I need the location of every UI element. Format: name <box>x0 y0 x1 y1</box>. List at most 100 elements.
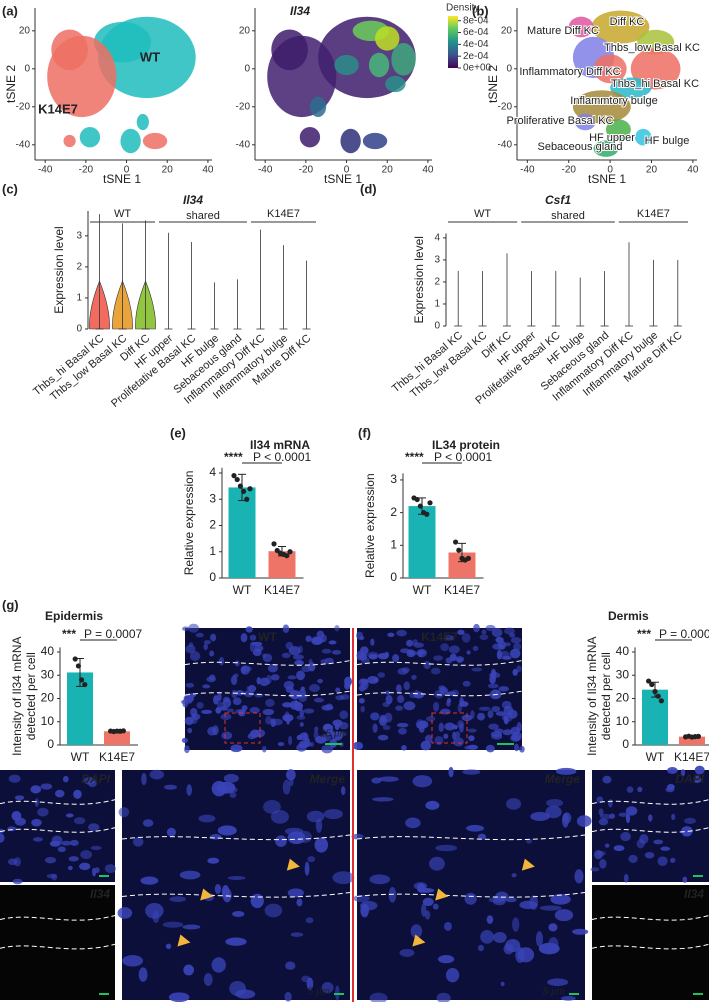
nucleus <box>446 698 452 703</box>
nucleus <box>305 917 314 924</box>
nucleus <box>209 650 215 657</box>
nucleus <box>620 831 631 842</box>
significance: **** <box>405 450 424 464</box>
chart-title-text: Dermis <box>608 609 649 623</box>
data-point <box>655 693 661 699</box>
tissue-boundary <box>184 690 351 697</box>
tissue-boundary <box>121 892 351 898</box>
data-point <box>414 496 420 503</box>
bar <box>679 736 705 745</box>
chart-title: Dermis <box>608 609 649 623</box>
nucleus <box>314 726 319 732</box>
nucleus <box>282 779 291 795</box>
nucleus <box>356 631 364 640</box>
p-value: P = 0.0003 <box>659 627 709 641</box>
nucleus <box>304 861 310 876</box>
nucleus <box>223 786 238 794</box>
data-point <box>695 733 702 739</box>
y-tick-label: 20 <box>41 691 55 705</box>
nucleus <box>377 672 386 678</box>
tissue-boundary <box>0 915 116 921</box>
nucleus <box>545 805 562 819</box>
nucleus <box>596 796 604 804</box>
cell-cluster <box>271 29 308 71</box>
tissue-boundary <box>0 943 116 950</box>
nucleus <box>321 744 333 754</box>
nucleus <box>432 903 439 910</box>
y-tick-label: 1 <box>434 299 440 310</box>
y-tick-label: -40 <box>16 139 31 150</box>
micrograph <box>122 770 350 1000</box>
nucleus <box>282 624 290 633</box>
nucleus <box>510 726 521 735</box>
nucleus <box>395 705 404 711</box>
tissue-boundary <box>591 827 709 833</box>
cell-cluster <box>51 29 88 71</box>
data-point <box>120 728 126 734</box>
nucleus <box>396 722 409 728</box>
nucleus <box>166 827 176 837</box>
nucleus <box>599 813 612 820</box>
nucleus <box>385 694 393 705</box>
data-point <box>79 677 85 683</box>
nucleus <box>443 635 455 641</box>
data-point <box>424 511 430 517</box>
nucleus <box>505 938 521 953</box>
inset-label: Merge <box>310 772 346 786</box>
group-label: K14E7 <box>637 208 670 220</box>
nucleus <box>233 673 239 678</box>
nucleus <box>138 967 148 982</box>
nucleus <box>282 702 293 708</box>
nucleus <box>306 810 325 823</box>
nucleus <box>476 712 486 721</box>
nucleus <box>490 670 497 679</box>
nucleus <box>13 857 21 867</box>
nucleus <box>548 937 559 951</box>
nucleus <box>369 992 388 1002</box>
x-tick-label: 0 <box>607 165 613 176</box>
nucleus <box>67 865 73 871</box>
nucleus <box>245 626 253 633</box>
cluster-label: Thbs_hi Basal KC <box>611 78 699 90</box>
inset-label: Il34 <box>90 887 110 901</box>
nucleus <box>301 975 311 983</box>
y-tick-label: 1 <box>390 537 397 551</box>
nucleus <box>285 769 296 781</box>
nucleus <box>608 799 613 808</box>
nucleus <box>485 624 496 632</box>
nucleus <box>487 710 494 719</box>
nucleus <box>315 818 323 833</box>
nucleus <box>292 654 304 660</box>
nucleus <box>597 851 606 856</box>
nucleus <box>14 795 25 801</box>
nucleus <box>203 643 208 651</box>
p-value: P < 0.0001 <box>434 450 492 464</box>
nucleus <box>599 858 607 869</box>
nucleus <box>230 747 236 752</box>
cluster-label: Mature Diff KC <box>527 25 599 37</box>
nucleus <box>385 690 390 695</box>
nucleus <box>461 714 473 722</box>
nucleus <box>213 695 219 705</box>
nucleus <box>694 765 705 775</box>
nucleus <box>270 674 280 681</box>
nucleus <box>226 708 235 713</box>
cluster-label: Inflammatory Diff KC <box>519 66 620 78</box>
nucleus <box>503 715 509 725</box>
nucleus <box>229 792 237 799</box>
colorbar-title: Density <box>446 3 479 14</box>
p-value: P < 0.0001 <box>253 450 311 464</box>
nucleus <box>440 688 447 694</box>
nucleus <box>264 903 283 918</box>
nucleus <box>207 857 220 864</box>
x-tick-label: -40 <box>258 165 273 176</box>
group-label: WT <box>474 208 491 220</box>
nucleus <box>214 883 222 894</box>
nucleus <box>284 711 290 721</box>
cluster-label: Thbs_low Basal KC <box>604 42 700 54</box>
nucleus <box>388 887 397 903</box>
nucleus <box>190 715 198 725</box>
nucleus <box>576 815 592 827</box>
nucleus <box>12 878 23 885</box>
nucleus <box>241 705 248 711</box>
